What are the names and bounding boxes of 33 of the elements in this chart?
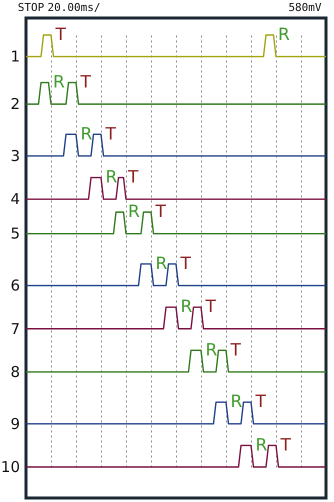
annotation: R: [256, 435, 268, 456]
series-label: 10: [0, 458, 20, 476]
annotation: R: [206, 340, 218, 360]
series-label: 7: [10, 320, 20, 338]
series-label: 6: [10, 276, 20, 295]
annotation: R: [278, 25, 290, 45]
annotation: R: [156, 254, 168, 274]
annotation: R: [128, 202, 140, 222]
series-label: 1: [10, 48, 20, 66]
text: 580mV: [288, 1, 322, 14]
annotation: T: [254, 392, 266, 412]
series-label: 3: [10, 146, 20, 165]
text: STOP: [18, 1, 45, 14]
series-label: 9: [10, 414, 20, 433]
text: 20.00ms/: [48, 1, 100, 14]
annotation: T: [180, 254, 192, 274]
annotation: R: [106, 168, 118, 188]
annotation: R: [53, 72, 65, 93]
annotation: T: [280, 435, 292, 456]
annotation: R: [180, 297, 192, 318]
annotation: T: [230, 340, 242, 360]
series-label: 5: [10, 224, 20, 243]
series-label: 8: [10, 362, 20, 381]
series-label: 4: [10, 190, 20, 208]
annotation: T: [54, 25, 66, 45]
annotation: T: [204, 297, 216, 318]
annotation: R: [80, 124, 92, 144]
annotation: T: [80, 72, 92, 93]
series-label: 2: [10, 95, 20, 114]
annotation: T: [127, 168, 139, 188]
annotation: R: [230, 392, 242, 412]
annotation: T: [104, 124, 116, 144]
annotation: T: [154, 202, 166, 222]
